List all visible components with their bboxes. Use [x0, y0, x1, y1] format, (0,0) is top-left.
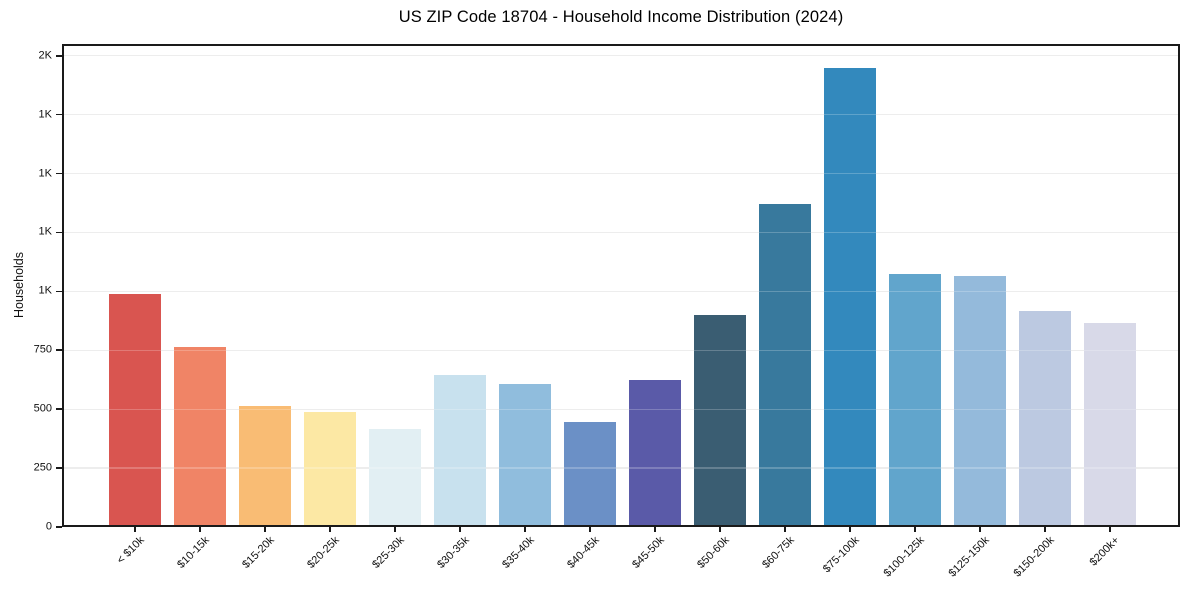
gridline — [62, 55, 1180, 57]
x-tick-mark — [134, 527, 136, 532]
x-tick-mark — [1109, 527, 1111, 532]
y-tick-label: 2K — [38, 49, 52, 62]
x-tick-label: $15-20k — [240, 534, 277, 571]
bar-25-30k — [369, 429, 421, 527]
x-tick-label: $75-100k — [820, 534, 862, 576]
x-tick-label: $100-125k — [881, 534, 927, 580]
chart-title: US ZIP Code 18704 - Household Income Dis… — [398, 8, 844, 26]
y-tick-mark — [56, 349, 62, 352]
y-tick-label: 500 — [33, 402, 52, 415]
y-tick-mark — [56, 290, 62, 293]
bar-200k — [1084, 323, 1136, 527]
x-tick-label: $45-50k — [630, 534, 667, 571]
x-tick-mark — [1044, 527, 1046, 532]
bar-125-150k — [954, 276, 1006, 527]
y-tick-label: 1K — [38, 108, 52, 121]
gridline — [62, 467, 1180, 469]
y-tick-label: 1K — [38, 225, 52, 238]
x-tick-label: $20-25k — [305, 534, 342, 571]
gridline-overlay — [62, 55, 1180, 57]
x-tick-mark — [719, 527, 721, 532]
y-tick-mark — [56, 467, 62, 469]
bar-100-125k — [889, 273, 941, 527]
y-tick-label: 1K — [38, 167, 52, 180]
y-tick-mark — [56, 172, 62, 175]
gridline-overlay — [62, 408, 1180, 410]
bar-15-20k — [239, 405, 291, 527]
bar-30-35k — [434, 375, 486, 527]
x-tick-label: $50-60k — [695, 534, 732, 571]
gridline — [62, 231, 1180, 234]
y-tick-label: 1K — [38, 284, 52, 297]
x-tick-label: $25-30k — [370, 534, 407, 571]
gridline-overlay — [62, 467, 1180, 469]
y-tick-mark — [56, 526, 62, 528]
x-tick-mark — [784, 527, 786, 532]
x-tick-mark — [979, 527, 981, 532]
x-tick-mark — [264, 527, 266, 532]
x-tick-label: $10-15k — [175, 534, 212, 571]
gridline — [62, 172, 1180, 175]
gridline-overlay — [62, 290, 1180, 293]
x-tick-mark — [394, 527, 396, 532]
y-tick-mark — [56, 231, 62, 234]
bar-35-40k — [499, 384, 551, 527]
plot-area — [62, 44, 1180, 527]
gridline-overlay — [62, 114, 1180, 116]
x-tick-mark — [654, 527, 656, 532]
x-tick-label: $125-150k — [946, 534, 992, 580]
gridline-overlay — [62, 349, 1180, 351]
x-tick-label: < $10k — [114, 534, 147, 567]
x-tick-label: $35-40k — [500, 534, 537, 571]
gridline-overlay — [62, 231, 1180, 234]
gridline — [62, 114, 1180, 116]
bar-10k — [109, 293, 161, 527]
bar-150-200k — [1019, 311, 1071, 527]
y-tick-mark — [56, 54, 62, 57]
y-tick-mark — [56, 113, 62, 116]
x-tick-label: $30-35k — [435, 534, 472, 571]
x-tick-mark — [459, 527, 461, 532]
gridline-overlay — [62, 172, 1180, 175]
x-tick-mark — [524, 527, 526, 532]
bar-45-50k — [629, 379, 681, 527]
y-tick-label: 250 — [33, 461, 52, 474]
bar-20-25k — [304, 411, 356, 527]
gridline — [62, 290, 1180, 293]
x-tick-mark — [914, 527, 916, 532]
bar-10-15k — [174, 346, 226, 527]
bar-75-100k — [824, 67, 876, 527]
bar-60-75k — [759, 204, 811, 527]
y-tick-label: 750 — [33, 343, 52, 356]
x-tick-label: $200k+ — [1087, 534, 1122, 569]
x-tick-label: $150-200k — [1011, 534, 1057, 580]
bar-50-60k — [694, 314, 746, 527]
x-tick-mark — [329, 527, 331, 532]
x-tick-label: $40-45k — [565, 534, 602, 571]
plot-border — [62, 44, 1180, 527]
bar-40-45k — [564, 422, 616, 527]
x-tick-mark — [589, 527, 591, 532]
y-tick-label: 0 — [45, 520, 52, 533]
y-tick-mark — [56, 408, 62, 410]
x-tick-mark — [849, 527, 851, 532]
x-tick-mark — [199, 527, 201, 532]
gridline — [62, 349, 1180, 351]
x-tick-label: $60-75k — [760, 534, 797, 571]
gridline — [62, 408, 1180, 410]
